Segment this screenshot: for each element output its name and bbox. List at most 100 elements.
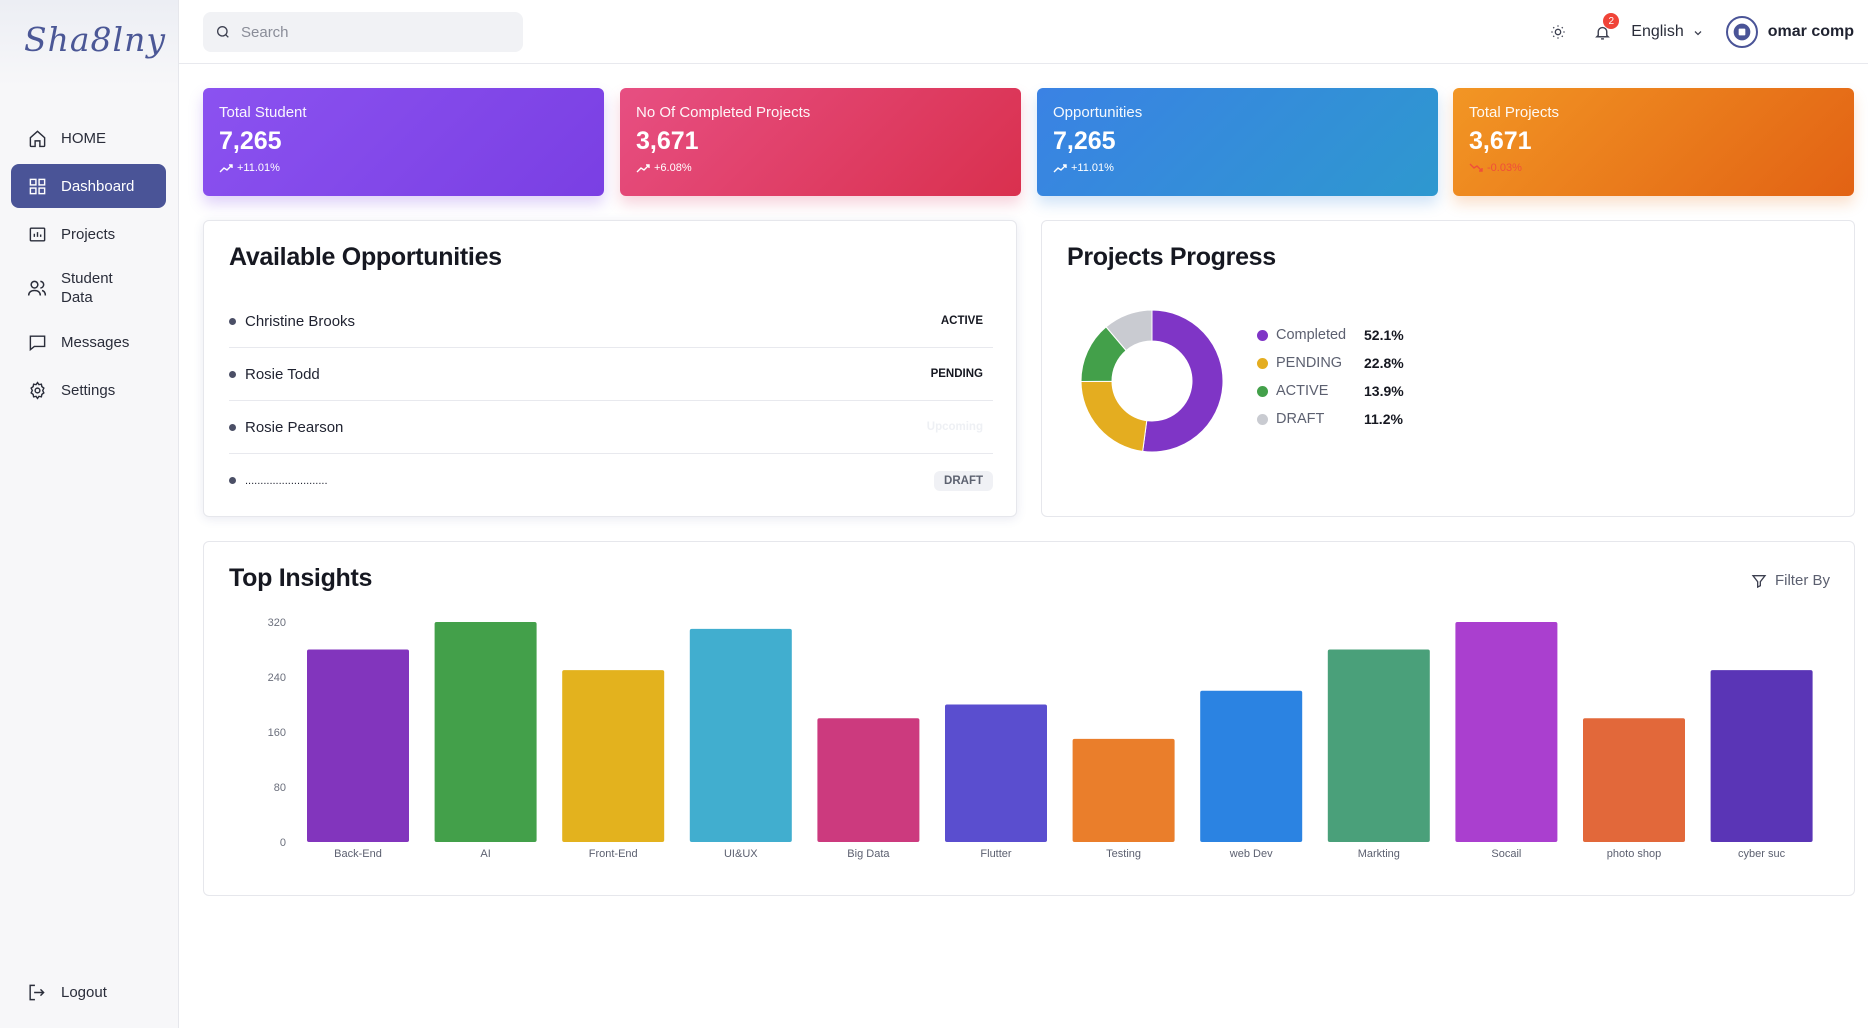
bar-ui-ux[interactable] bbox=[689, 628, 792, 842]
bar-cyber-suc[interactable] bbox=[1710, 670, 1813, 842]
status-badge: PENDING bbox=[930, 368, 983, 380]
bar-socail[interactable] bbox=[1455, 622, 1558, 842]
legend-label: Completed bbox=[1276, 327, 1347, 343]
bar-back-end[interactable] bbox=[307, 649, 409, 843]
x-tick-label: cyber suc bbox=[1738, 848, 1786, 860]
bar-photo-shop[interactable] bbox=[1583, 718, 1685, 842]
search-input[interactable] bbox=[241, 23, 501, 41]
opportunity-name: Rosie Todd bbox=[245, 365, 320, 383]
opportunity-name: Christine Brooks bbox=[245, 312, 356, 330]
legend-dot bbox=[1257, 413, 1268, 425]
sidebar-item-label: Projects bbox=[61, 225, 116, 243]
legend-value: 11.2% bbox=[1364, 411, 1403, 427]
trend-up-icon bbox=[219, 163, 233, 173]
legend-dot bbox=[1257, 357, 1268, 369]
progress-legend: Completed 52.1% PENDING 22.8% ACTIVE 13.… bbox=[1257, 321, 1404, 433]
bullet-dot bbox=[229, 370, 236, 378]
status-badge: DRAFT bbox=[934, 470, 993, 491]
legend-item-completed: Completed 52.1% bbox=[1257, 321, 1404, 349]
stat-title: Opportunities bbox=[1053, 104, 1143, 121]
x-tick-label: Flutter bbox=[980, 848, 1012, 860]
x-tick-label: Big Data bbox=[847, 848, 890, 860]
sidebar-item-settings[interactable]: Settings bbox=[11, 368, 166, 412]
header-actions: 2 English omar comp bbox=[1547, 0, 1854, 64]
legend-value: 13.9% bbox=[1364, 383, 1404, 399]
legend-label: PENDING bbox=[1276, 355, 1343, 371]
trend-up-icon bbox=[1053, 163, 1067, 173]
stat-value: 3,671 bbox=[636, 127, 699, 155]
stat-change-value: -0.03% bbox=[1487, 162, 1522, 174]
sidebar-item-home[interactable]: HOME bbox=[11, 116, 166, 160]
x-tick-label: Markting bbox=[1358, 848, 1400, 860]
sidebar-item-messages[interactable]: Messages bbox=[11, 320, 166, 364]
filter-by-button[interactable]: Filter By bbox=[1751, 572, 1830, 589]
user-name[interactable]: omar comp bbox=[1767, 23, 1854, 40]
stat-change: +11.01% bbox=[219, 162, 588, 174]
opportunities-list: Christine Brooks ACTIVE Rosie Todd PENDI… bbox=[229, 295, 993, 507]
avatar[interactable] bbox=[1725, 16, 1758, 48]
list-item[interactable]: Rosie Todd PENDING bbox=[229, 348, 993, 401]
stat-value: 7,265 bbox=[219, 127, 282, 155]
stat-title: No Of Completed Projects bbox=[636, 104, 811, 121]
language-selector[interactable]: English bbox=[1631, 23, 1703, 41]
trend-down-icon bbox=[1469, 163, 1483, 173]
x-tick-label: UI&UX bbox=[724, 848, 758, 860]
y-tick-label: 240 bbox=[268, 672, 286, 684]
donut-slice-pending bbox=[1080, 380, 1148, 452]
bar-testing[interactable] bbox=[1072, 738, 1175, 842]
opportunity-name: ........................... bbox=[245, 474, 328, 487]
y-tick-label: 320 bbox=[268, 617, 286, 629]
language-label: English bbox=[1631, 23, 1684, 40]
legend-dot bbox=[1257, 329, 1268, 341]
y-tick-label: 160 bbox=[268, 727, 286, 739]
projects-icon bbox=[27, 224, 47, 244]
stat-change-value: +6.08% bbox=[654, 162, 692, 174]
stat-change: +6.08% bbox=[636, 162, 1005, 174]
theme-toggle-sun-icon[interactable] bbox=[1547, 21, 1569, 43]
logout-button[interactable]: Logout bbox=[27, 982, 107, 1002]
sidebar-nav: HOME Dashboard Projects Student Data Mes… bbox=[11, 116, 166, 416]
header: 2 English omar comp bbox=[179, 0, 1868, 64]
sidebar-item-label: Dashboard bbox=[61, 177, 135, 195]
sidebar-item-student-data[interactable]: Student Data bbox=[11, 260, 166, 316]
bullet-dot bbox=[229, 477, 236, 484]
stat-value: 7,265 bbox=[1053, 127, 1116, 155]
list-item[interactable]: ........................... DRAFT bbox=[229, 454, 993, 507]
stat-change-value: +11.01% bbox=[1071, 162, 1114, 174]
bar-flutter[interactable] bbox=[945, 704, 1047, 843]
x-tick-label: Testing bbox=[1106, 848, 1141, 860]
logo-band bbox=[0, 0, 178, 86]
search-box[interactable] bbox=[203, 12, 523, 52]
bar-markting[interactable] bbox=[1327, 649, 1430, 843]
bar-front-end[interactable] bbox=[562, 670, 665, 842]
bar-big-data[interactable] bbox=[817, 718, 920, 842]
list-item[interactable]: Rosie Pearson Upcoming bbox=[229, 401, 993, 454]
stat-card-total-student: Total Student 7,265 +11.01% bbox=[203, 88, 604, 196]
legend-label: ACTIVE bbox=[1276, 383, 1329, 399]
opportunities-panel: Available Opportunities Christine Brooks… bbox=[203, 220, 1017, 517]
list-item[interactable]: Christine Brooks ACTIVE bbox=[229, 295, 993, 348]
top-insights-panel: Top Insights Filter By 0 80 160 240 320 Back-… bbox=[203, 541, 1855, 896]
x-tick-label: Front-End bbox=[589, 848, 638, 860]
stat-card-total-projects: Total Projects 3,671 -0.03% bbox=[1453, 88, 1854, 196]
users-icon bbox=[27, 278, 47, 298]
bullet-dot bbox=[229, 317, 236, 325]
bar-ai[interactable] bbox=[434, 622, 537, 842]
dashboard-icon bbox=[27, 176, 47, 196]
x-tick-label: web Dev bbox=[1229, 848, 1273, 860]
stat-value: 3,671 bbox=[1469, 127, 1532, 155]
legend-item-pending: PENDING 22.8% bbox=[1257, 349, 1404, 377]
legend-item-draft: DRAFT 11.2% bbox=[1257, 405, 1404, 433]
y-tick-label: 0 bbox=[280, 837, 286, 849]
sidebar-item-label: Student Data bbox=[61, 270, 113, 306]
bar-web-dev[interactable] bbox=[1200, 690, 1303, 842]
logo: Sha8lny bbox=[24, 20, 166, 59]
sidebar-item-projects[interactable]: Projects bbox=[11, 212, 166, 256]
gear-icon bbox=[27, 380, 47, 400]
projects-progress-title: Projects Progress bbox=[1067, 243, 1276, 271]
notification-bell-icon[interactable]: 2 bbox=[1591, 13, 1620, 43]
sidebar-item-dashboard[interactable]: Dashboard bbox=[11, 164, 166, 208]
top-insights-title: Top Insights bbox=[229, 564, 373, 592]
donut-slice-draft bbox=[1105, 309, 1153, 352]
stat-change: -0.03% bbox=[1469, 162, 1838, 174]
